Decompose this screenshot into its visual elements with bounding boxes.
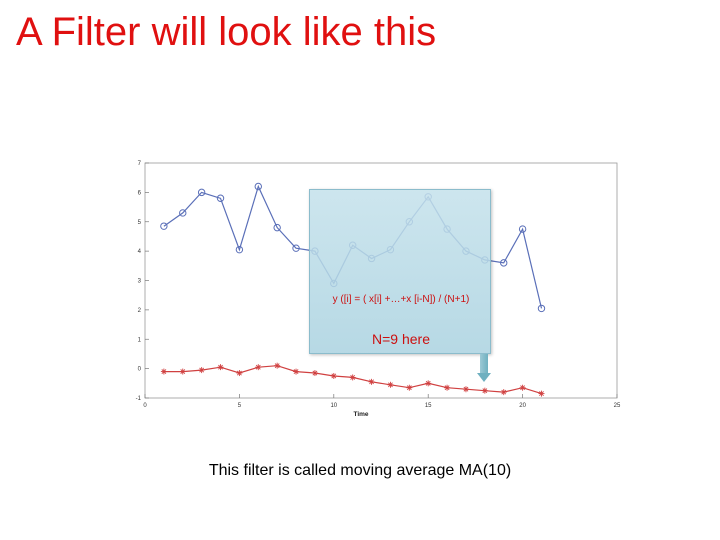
series-1-point [197,188,206,197]
series-2-point [519,384,526,391]
window-size-note: N=9 here [372,331,430,347]
callout-arrow-down-icon [477,373,491,382]
series-1-point [500,259,508,267]
series-2-point [406,384,413,391]
series-2-point [368,378,375,385]
x-tick-label: 25 [614,403,621,409]
x-tick-label: 10 [330,403,337,409]
series-1-point [292,244,300,252]
series-1-point [235,245,244,254]
callout-arrow-stem [480,354,488,374]
series-1-point [537,304,546,313]
series-2-point [198,367,205,374]
series-1-point [179,209,187,217]
x-tick-label: 0 [143,403,147,409]
series-2-point [349,374,356,381]
series-2-point [330,372,337,379]
series-2-point [538,390,545,397]
series-1-point [518,225,527,233]
formula-callout: y ([i] = ( x[i] +…+x [i-N]) / (N+1) N=9 … [309,189,491,354]
series-2-point [425,380,432,387]
y-tick-label: 5 [138,220,142,226]
series-2-point [481,387,488,394]
series-2-point [160,368,167,375]
y-tick-label: 3 [138,279,142,285]
series-2-point [444,384,451,391]
x-axis-label: Time [353,411,368,418]
slide-caption: This filter is called moving average MA(… [208,462,512,479]
formula-text: y ([i] = ( x[i] +…+x [i-N]) / (N+1) [332,294,470,305]
x-tick-label: 20 [519,403,526,409]
series-2-point [179,368,186,375]
series-1-point [160,222,168,230]
series-2-point [293,368,300,375]
series-2-point [311,370,318,377]
x-tick-label: 15 [425,403,432,409]
y-tick-label: 0 [138,367,142,373]
series-2-point [274,362,281,369]
chart: 0 5 10 15 20 25 -1 0 1 2 3 4 5 6 7 Time [120,155,630,420]
series-1-point [254,182,262,191]
series-2-point [387,381,394,388]
series-1-point [216,194,225,202]
y-tick-label: 4 [138,249,142,255]
series-2-point [500,389,507,396]
series-2-point [236,370,243,377]
series-2-point [462,386,469,393]
y-tick-label: -1 [136,396,142,402]
series-2-point [255,364,262,371]
y-tick-label: 7 [138,161,142,167]
x-tick-label: 5 [238,403,242,409]
series-2-point [217,364,224,371]
y-tick-label: 1 [138,337,142,343]
y-tick-label: 6 [138,190,142,196]
slide-title: A Filter will look like this [16,10,437,54]
y-tick-label: 2 [138,308,142,314]
series-1-point [273,223,281,232]
